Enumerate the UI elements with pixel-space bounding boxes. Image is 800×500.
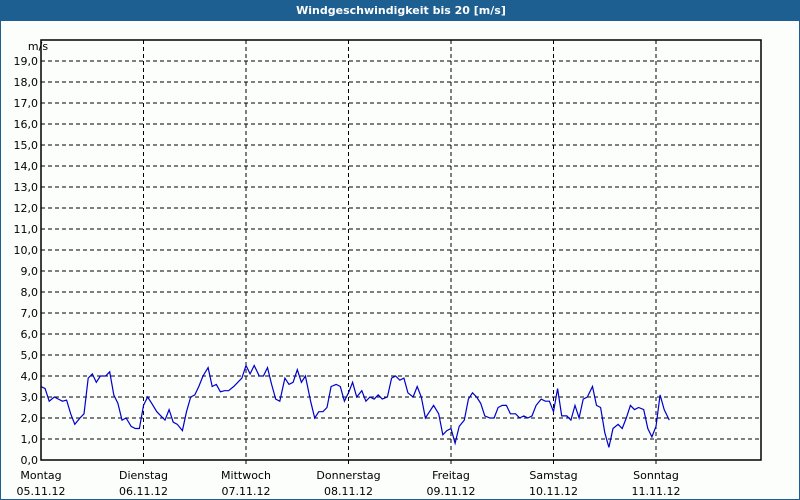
x-axis-labels: Montag 05.11.12 Dienstag 06.11.12 Mittwoch 07… (17, 469, 681, 498)
y-axis-unit: m/s (28, 40, 48, 53)
y-tick-label: 6,0 (21, 328, 39, 341)
x-tick-date: 09.11.12 (427, 485, 476, 498)
y-tick-label: 3,0 (21, 391, 39, 404)
y-tick-label: 0,0 (21, 454, 39, 467)
y-tick-label: 12,0 (14, 202, 39, 215)
x-tick-date: 07.11.12 (222, 485, 271, 498)
x-tick-day: Montag (20, 469, 61, 482)
y-tick-label: 2,0 (21, 412, 39, 425)
x-tick-date: 11.11.12 (632, 485, 681, 498)
y-tick-label: 1,0 (21, 433, 39, 446)
x-tick-day: Mittwoch (221, 469, 271, 482)
y-tick-label: 13,0 (14, 181, 39, 194)
y-tick-label: 19,0 (14, 55, 39, 68)
y-tick-label: 16,0 (14, 118, 39, 131)
plot-area-border (40, 39, 762, 461)
x-tick-day: Dienstag (119, 469, 168, 482)
x-tick-day: Freitag (432, 469, 470, 482)
y-tick-label: 9,0 (21, 265, 39, 278)
x-tick-date: 10.11.12 (529, 485, 578, 498)
y-tick-label: 5,0 (21, 349, 39, 362)
y-tick-label: 10,0 (14, 244, 39, 257)
y-tick-label: 14,0 (14, 160, 39, 173)
x-tick-date: 05.11.12 (17, 485, 66, 498)
y-tick-label: 11,0 (14, 223, 39, 236)
x-tick-day: Sonntag (633, 469, 679, 482)
y-tick-label: 4,0 (21, 370, 39, 383)
y-tick-label: 7,0 (21, 307, 39, 320)
x-tick-date: 08.11.12 (324, 485, 373, 498)
x-tick-day: Samstag (529, 469, 577, 482)
y-tick-label: 15,0 (14, 139, 39, 152)
x-tick-date: 06.11.12 (119, 485, 168, 498)
x-tick-day: Donnerstag (316, 469, 380, 482)
chart-title: Windgeschwindigkeit bis 20 [m/s] (1, 1, 800, 21)
grid-lines (41, 40, 761, 464)
y-tick-label: 18,0 (14, 76, 39, 89)
y-axis-labels: 0,0 1,0 2,0 3,0 4,0 5,0 6,0 7,0 8,0 9,0 10,0 11,0 12… (14, 55, 39, 467)
y-tick-label: 8,0 (21, 286, 39, 299)
y-tick-label: 17,0 (14, 97, 39, 110)
wind-speed-line (40, 363, 670, 448)
